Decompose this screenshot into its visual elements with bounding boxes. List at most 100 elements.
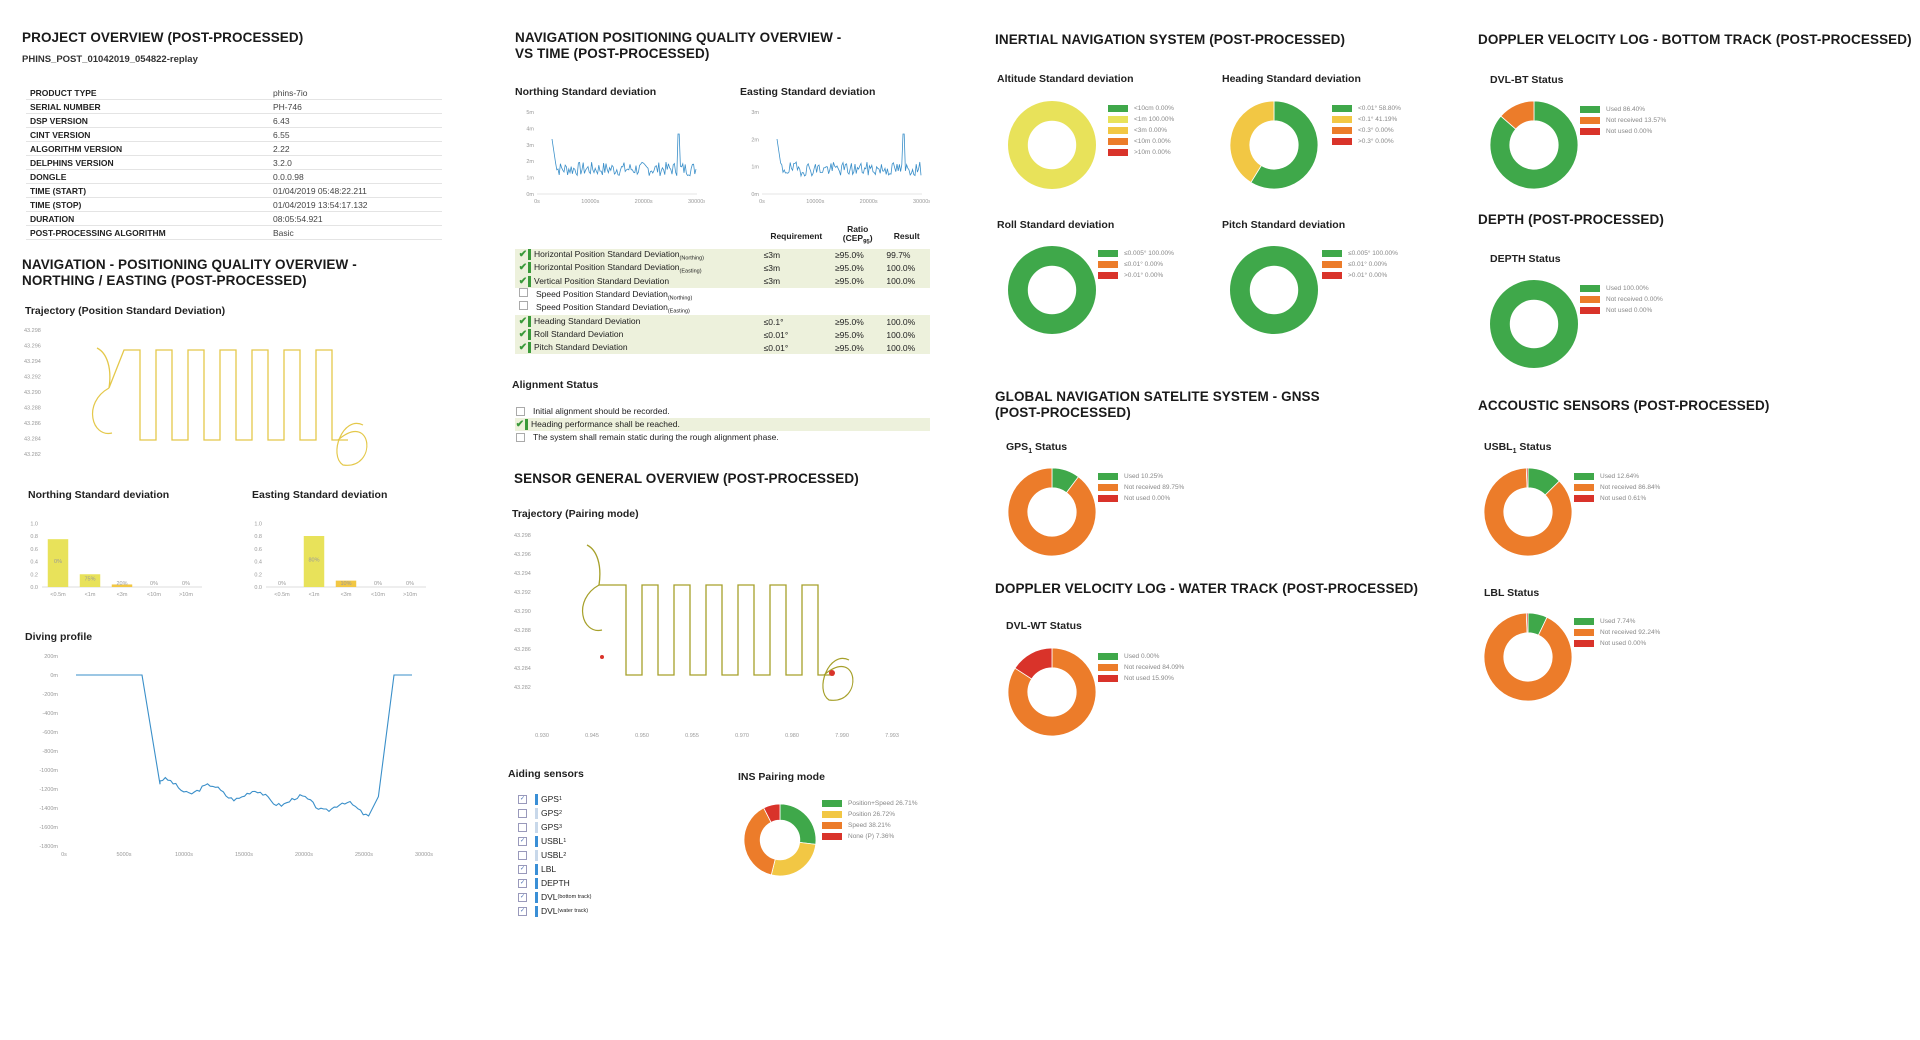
aiding-checkbox [518,808,527,818]
aiding-sensor-name: GPS [541,822,559,832]
donut-slice [1014,647,1053,680]
gps1-donut [1007,467,1097,557]
roll-label: Roll Standard deviation [997,219,1115,231]
depth-line [76,674,412,817]
legend-item: Speed 38.21% [822,820,918,831]
donut-slice [1525,467,1529,489]
trajectory-line [96,347,348,441]
aiding-sensor-row: ✓ DVL (bottom track) [512,890,702,904]
result-header: Result [893,231,920,242]
y-tick-label: 43.294 [24,359,41,365]
y-tick-label: 43.284 [24,437,41,443]
requirement-ratio: ≥95.0% [834,276,864,287]
requirement-req: ≤0.01° [763,329,789,340]
donut-slice [1229,100,1275,183]
legend-label: Not received 89.75% [1124,484,1185,491]
aiding-sensor-name: GPS [541,808,559,818]
legend-item: ≤0.01° 0.00% [1098,259,1174,270]
legend-swatch [1098,272,1118,279]
legend-label: <1m 100.00% [1134,116,1175,123]
project-key: DURATION [26,211,269,226]
usbl1-legend: Used 12.64% Not received 86.84% Not used 0… [1574,471,1660,504]
legend-swatch [1098,675,1118,682]
aiding-sensor-name: LBL [541,864,557,874]
legend-item: Not received 89.75% [1098,482,1184,493]
requirement-result: 100.0% [886,329,916,340]
legend-item: Not received 84.09% [1098,662,1184,673]
project-key: CINT VERSION [26,127,269,142]
pitch-legend: ≤0.005° 100.00% ≤0.01° 0.00% >0.01° 0.00% [1322,248,1398,281]
y-tick-label: 0.8 [254,534,262,540]
usbl1-status-label: USBL1 Status [1484,441,1552,456]
y-tick-label: 4m [526,126,534,132]
legend-label: >0.01° 0.00% [1348,272,1388,279]
donut-slice [1483,467,1573,557]
y-tick-label: 43.298 [514,533,531,539]
depth-status-label: DEPTH Status [1490,253,1561,265]
legend-label: Not received 86.84% [1600,484,1661,491]
legend-label: Not used 0.00% [1124,495,1171,502]
check-icon: ✔ [518,248,528,260]
aiding-sensor-row: ✓ USBL 1 [512,834,702,848]
donut-slice [779,803,817,845]
acoustic-title: ACCOUSTIC SENSORS (POST-PROCESSED) [1478,398,1770,413]
diving-profile-chart: 200m 0m -200m -400m -600m -800m -1000m -1200m -1… [39,654,433,858]
depth-legend: Used 100.00% Not received 0.00% Not used 0… [1580,283,1663,316]
y-tick-label: 0.4 [30,560,38,566]
gps1-status-label: GPS1 Status [1006,441,1068,456]
aiding-sensor-sub: 2 [563,852,567,858]
aiding-sensor-sub: (water track) [557,908,589,914]
legend-swatch [1574,629,1594,636]
legend-swatch [1574,495,1594,502]
northing-time-chart: 0m 1m 2m 3m 4m 5m 0s 10000s 20000s 30000s [526,110,705,205]
x-tick-label: 0.955 [685,733,699,739]
project-value: 01/04/2019 13:54:17.132 [269,197,442,212]
project-key: DSP VERSION [26,113,269,128]
donut-slice [743,807,776,876]
legend-swatch [1332,138,1352,145]
legend-swatch [1574,640,1594,647]
aiding-bar [535,877,538,889]
y-tick-label: 43.290 [24,390,41,396]
legend-swatch [1580,285,1600,292]
y-tick-label: 43.292 [24,375,41,381]
legend-swatch [1580,296,1600,303]
easting-time-chart: 0m 1m 2m 3m 0s 10000s 20000s 30000s [751,110,930,205]
trajectory-std-label: Trajectory (Position Standard Deviation) [25,305,226,317]
lbl-donut [1483,612,1573,702]
x-tick-label: 0s [759,199,765,205]
legend-label: >0.3° 0.00% [1358,138,1394,145]
aiding-sensor-name: DVL [541,906,558,916]
aiding-sensor-row: USBL 2 [512,848,702,862]
ratio-header: Ratio (CEP95) [842,224,873,246]
aiding-sensors-label: Aiding sensors [508,768,584,780]
legend-label: Speed 38.21% [848,822,891,829]
aiding-sensors-list: ✓ GPS 1 GPS 2 GPS 3 ✓ USBL 1 USBL 2 ✓ LBL ✓ DEPTH ✓ DVL (b… [512,792,702,918]
x-tick-label: 10000s [175,852,193,858]
check-icon: ✔ [518,315,528,327]
bar-value-label: 75% [84,577,95,583]
alignment-list: Initial alignment should be recorded. ✔ He… [515,405,930,444]
usbl1-donut [1483,467,1573,557]
lbl-status-label: LBL Status [1484,587,1540,599]
requirement-label: Speed Position Standard Deviation [536,302,668,313]
sensor-overview-title: SENSOR GENERAL OVERVIEW (POST-PROCESSED) [514,471,859,486]
aiding-sensor-name: DVL [541,892,558,902]
requirement-ratio: ≥95.0% [834,329,864,340]
aiding-sensor-sub: 1 [563,838,567,844]
pairing-legend: Position+Speed 26.71% Position 26.72% Spee… [822,798,918,842]
y-tick-label: 2m [526,159,534,165]
legend-item: Not used 15.90% [1098,673,1184,684]
legend-item: Used 10.25% [1098,471,1184,482]
aiding-bar [535,849,538,861]
alignment-row: ✔ Heading performance shall be reached. [515,418,930,431]
x-tick-label: 0s [61,852,67,858]
requirement-label: Roll Standard Deviation [534,328,624,339]
aiding-sensor-name: USBL [541,836,564,846]
donut-slice [1230,246,1318,334]
project-row: DURATION 08:05:54.921 [26,211,442,226]
requirement-req: ≤3m [763,263,781,274]
y-tick-label: -800m [42,749,58,755]
project-key: TIME (STOP) [26,197,269,212]
dvlwt-status-label: DVL-WT Status [1006,620,1082,632]
